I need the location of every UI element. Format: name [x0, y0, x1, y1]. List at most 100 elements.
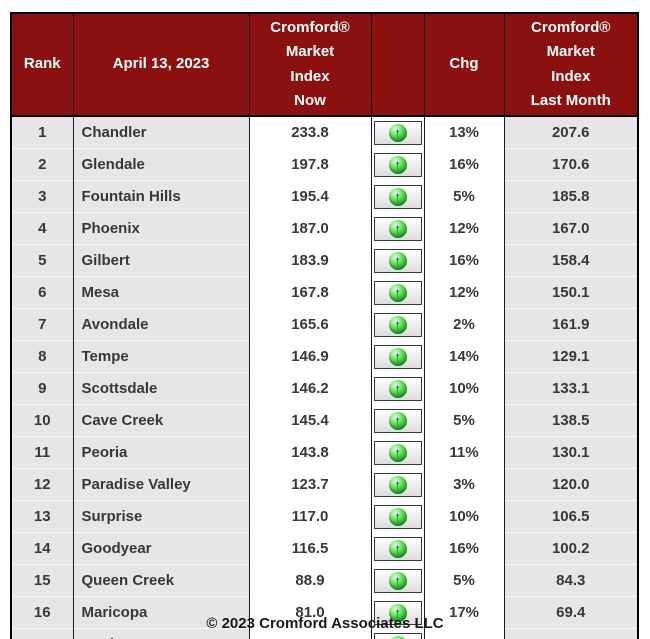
trend-icon-box: ↑ — [373, 120, 422, 145]
up-arrow-icon: ↑ — [388, 411, 407, 430]
up-arrow-icon: ↑ — [388, 539, 407, 558]
city-cell: Phoenix — [72, 212, 250, 245]
trend-cell: ↑ — [370, 436, 425, 469]
chg-cell: 3% — [423, 468, 505, 501]
trend-cell: ↑ — [370, 276, 425, 309]
city-cell: Peoria — [72, 436, 250, 469]
up-arrow-glyph: ↑ — [394, 604, 401, 621]
cmi-last-cell: 130.1 — [503, 436, 639, 469]
cmi-last-cell: 66.7 — [503, 628, 639, 639]
up-arrow-glyph: ↑ — [394, 540, 401, 557]
cmi-now-cell: 116.5 — [248, 532, 372, 565]
table-row: 10 Cave Creek 145.4 ↑ 5% 138.5 — [10, 404, 639, 437]
up-arrow-glyph: ↑ — [394, 348, 401, 365]
rank-cell: 10 — [10, 404, 74, 437]
cmi-last-cell: 120.0 — [503, 468, 639, 501]
cmi-last-cell: 100.2 — [503, 532, 639, 565]
trend-icon-box: ↑ — [373, 536, 422, 561]
up-arrow-glyph: ↑ — [395, 638, 401, 639]
city-cell: Goodyear — [72, 532, 250, 565]
city-cell: Surprise — [72, 500, 250, 533]
up-arrow-icon: ↑ — [388, 187, 407, 206]
city-cell: Glendale — [72, 148, 250, 181]
trend-icon-box: ↑ — [373, 280, 422, 305]
trend-icon-box: ↑ — [373, 152, 422, 177]
copyright-text: © 2023 Cromford Associates LLC — [206, 615, 444, 632]
rank-cell: 16 — [10, 596, 74, 629]
rank-cell: 13 — [10, 500, 74, 533]
up-arrow-icon: ↑ — [388, 155, 407, 174]
cmi-last-cell: 69.4 — [503, 596, 639, 629]
rank-cell: 9 — [10, 372, 74, 405]
rank-cell: 15 — [10, 564, 74, 597]
table-row: 4 Phoenix 187.0 ↑ 12% 167.0 — [10, 212, 639, 245]
trend-icon-box: ↑ — [373, 472, 422, 497]
cmi-now-cell: 197.8 — [248, 148, 372, 181]
chg-cell: 14% — [423, 340, 505, 373]
trend-cell: ↑ — [370, 500, 425, 533]
trend-cell: ↑ — [370, 628, 425, 639]
up-arrow-glyph: ↑ — [394, 188, 401, 205]
table-row: 17 Buckeye 69.5 ↑ 4% 66.7 — [10, 628, 639, 639]
col-header-cmi-now: Cromford® Market Index Now — [248, 12, 372, 117]
rank-cell: 11 — [10, 436, 74, 469]
cmi-now-cell: 167.8 — [248, 276, 372, 309]
trend-cell: ↑ — [370, 532, 425, 565]
trend-cell: ↑ — [370, 404, 425, 437]
cmi-now-cell: 146.2 — [248, 372, 372, 405]
cmi-last-cell: 158.4 — [503, 244, 639, 277]
trend-icon-box: ↑ — [373, 440, 422, 465]
cmi-last-cell: 207.6 — [503, 115, 639, 149]
rank-cell: 6 — [10, 276, 74, 309]
header-row: Rank April 13, 2023 Cromford® Market Ind… — [10, 12, 639, 117]
cmi-last-cell: 185.8 — [503, 180, 639, 213]
up-arrow-icon: ↑ — [388, 379, 407, 398]
cmi-now-cell: 123.7 — [248, 468, 372, 501]
trend-cell: ↑ — [370, 596, 425, 629]
trend-icon-box: ↑ — [373, 632, 422, 639]
up-arrow-glyph: ↑ — [394, 572, 401, 589]
trend-cell: ↑ — [370, 115, 425, 149]
cmi-last-cell: 84.3 — [503, 564, 639, 597]
trend-icon-box: ↑ — [373, 344, 422, 369]
up-arrow-glyph: ↑ — [394, 284, 401, 301]
cmi-now-cell: 117.0 — [248, 500, 372, 533]
chg-cell: 2% — [423, 308, 505, 341]
cmi-last-cell: 106.5 — [503, 500, 639, 533]
trend-icon-box: ↑ — [373, 216, 422, 241]
up-arrow-icon: ↑ — [388, 603, 407, 622]
up-arrow-icon: ↑ — [388, 443, 407, 462]
trend-icon-box: ↑ — [373, 600, 422, 625]
rank-cell: 8 — [10, 340, 74, 373]
up-arrow-icon: ↑ — [388, 283, 407, 302]
col-header-rank: Rank — [10, 12, 74, 117]
city-cell: Scottsdale — [72, 372, 250, 405]
table-row: 13 Surprise 117.0 ↑ 10% 106.5 — [10, 500, 639, 533]
col-header-chg: Chg — [423, 12, 505, 117]
col-header-cmi-last-month: Cromford® Market Index Last Month — [503, 12, 639, 117]
table-row: 8 Tempe 146.9 ↑ 14% 129.1 — [10, 340, 639, 373]
chg-cell: 17% — [423, 596, 505, 629]
up-arrow-glyph: ↑ — [394, 220, 401, 237]
trend-cell: ↑ — [370, 372, 425, 405]
table-row: 14 Goodyear 116.5 ↑ 16% 100.2 — [10, 532, 639, 565]
up-arrow-glyph: ↑ — [394, 476, 401, 493]
trend-cell: ↑ — [370, 148, 425, 181]
up-arrow-glyph: ↑ — [394, 252, 401, 269]
table-row: 7 Avondale 165.6 ↑ 2% 161.9 — [10, 308, 639, 341]
cmi-last-cell: 167.0 — [503, 212, 639, 245]
rank-cell: 12 — [10, 468, 74, 501]
chg-cell: 11% — [423, 436, 505, 469]
chg-cell: 12% — [423, 276, 505, 309]
rank-cell: 7 — [10, 308, 74, 341]
up-arrow-glyph: ↑ — [394, 124, 401, 141]
trend-cell: ↑ — [370, 180, 425, 213]
chg-cell: 13% — [423, 115, 505, 149]
chg-cell: 16% — [423, 532, 505, 565]
trend-icon-box: ↑ — [373, 504, 422, 529]
city-cell: Tempe — [72, 340, 250, 373]
trend-cell: ↑ — [370, 564, 425, 597]
trend-icon-box: ↑ — [373, 312, 422, 337]
table-row: 11 Peoria 143.8 ↑ 11% 130.1 — [10, 436, 639, 469]
up-arrow-glyph: ↑ — [394, 156, 401, 173]
